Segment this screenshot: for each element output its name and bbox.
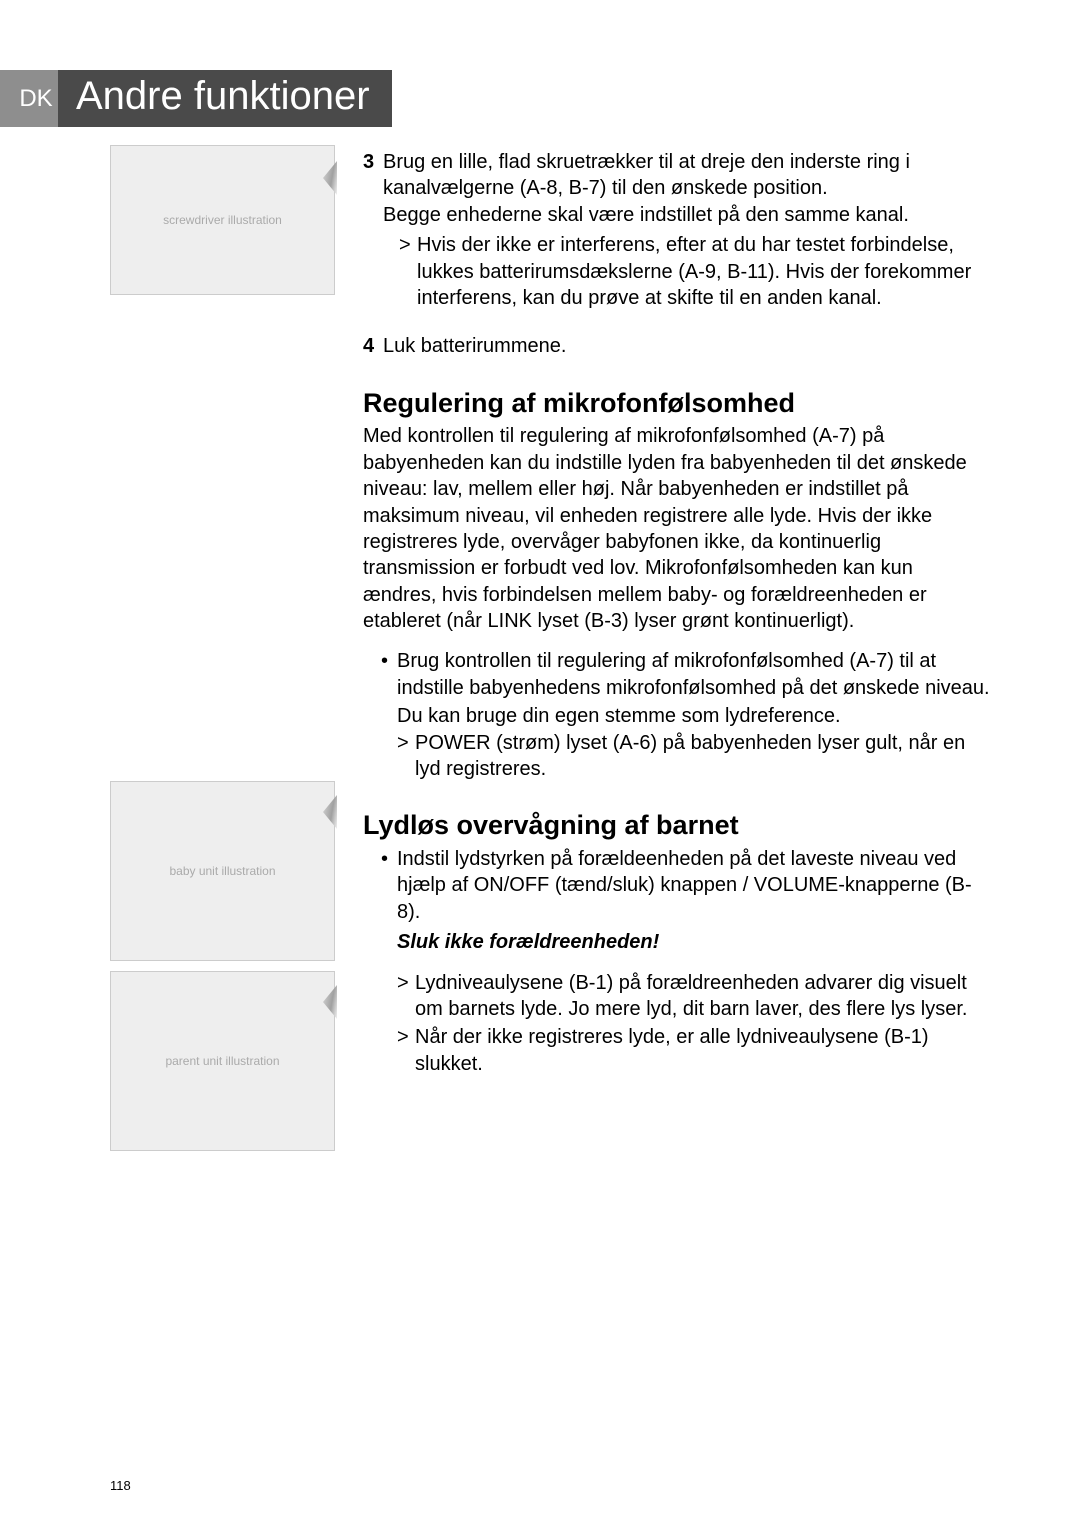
result-text: Lydniveaulysene (B-1) på forældreenheden… <box>415 970 990 1023</box>
bullet-dot: • <box>381 648 397 701</box>
result-marker: > <box>397 1024 415 1077</box>
page-header: DK Andre funktioner <box>110 70 990 127</box>
step-3: 3 Brug en lille, flad skruetrækker til a… <box>363 149 990 228</box>
step-4: 4 Luk batterirummene. <box>363 333 990 359</box>
step-text: Brug en lille, flad skruetrækker til at … <box>383 151 910 199</box>
result-marker: > <box>397 970 415 1023</box>
step-3-result: > Hvis der ikke er interferens, efter at… <box>363 232 990 311</box>
step-number: 3 <box>363 149 383 228</box>
mic-sensitivity-bullet-cont: Du kan bruge din egen stemme som lydrefe… <box>363 703 990 729</box>
mic-sensitivity-result: > POWER (strøm) lyset (A-6) på babyenhed… <box>363 730 990 783</box>
bullet-text: Brug kontrollen til regulering af mikrof… <box>397 648 990 701</box>
bullet-dot: • <box>381 846 397 925</box>
result-text: POWER (strøm) lyset (A-6) på babyenheden… <box>415 730 990 783</box>
section-heading-silent-monitoring: Lydløs overvågning af barnet <box>363 808 990 844</box>
step-text: Luk batterirummene. <box>383 333 990 359</box>
warning-text: Sluk ikke forældreenheden! <box>363 929 990 955</box>
silent-monitoring-result-2: > Når der ikke registreres lyde, er alle… <box>363 1024 990 1077</box>
step-text-cont: Begge enhederne skal være indstillet på … <box>383 204 909 226</box>
mic-sensitivity-bullet: • Brug kontrollen til regulering af mikr… <box>363 648 990 701</box>
illustration-column: screwdriver illustration baby unit illus… <box>110 145 335 1157</box>
step-number: 4 <box>363 333 383 359</box>
illustration-parent-unit: parent unit illustration <box>110 971 335 1151</box>
illustration-baby-unit: baby unit illustration <box>110 781 335 961</box>
result-marker: > <box>399 232 417 311</box>
silent-monitoring-result-1: > Lydniveaulysene (B-1) på forældreenhed… <box>363 970 990 1023</box>
result-text: Hvis der ikke er interferens, efter at d… <box>417 232 990 311</box>
illustration-screwdriver: screwdriver illustration <box>110 145 335 295</box>
page-number: 118 <box>110 1478 131 1493</box>
chapter-title: Andre funktioner <box>58 70 392 127</box>
result-text: Når der ikke registreres lyde, er alle l… <box>415 1024 990 1077</box>
silent-monitoring-bullet: • Indstil lydstyrken på forældeenheden p… <box>363 846 990 925</box>
result-marker: > <box>397 730 415 783</box>
bullet-text: Indstil lydstyrken på forældeenheden på … <box>397 846 990 925</box>
language-tab: DK <box>0 70 58 127</box>
mic-sensitivity-paragraph: Med kontrollen til regulering af mikrofo… <box>363 423 990 634</box>
section-heading-mic-sensitivity: Regulering af mikrofonfølsomhed <box>363 386 990 422</box>
text-column: 3 Brug en lille, flad skruetrækker til a… <box>363 145 990 1157</box>
